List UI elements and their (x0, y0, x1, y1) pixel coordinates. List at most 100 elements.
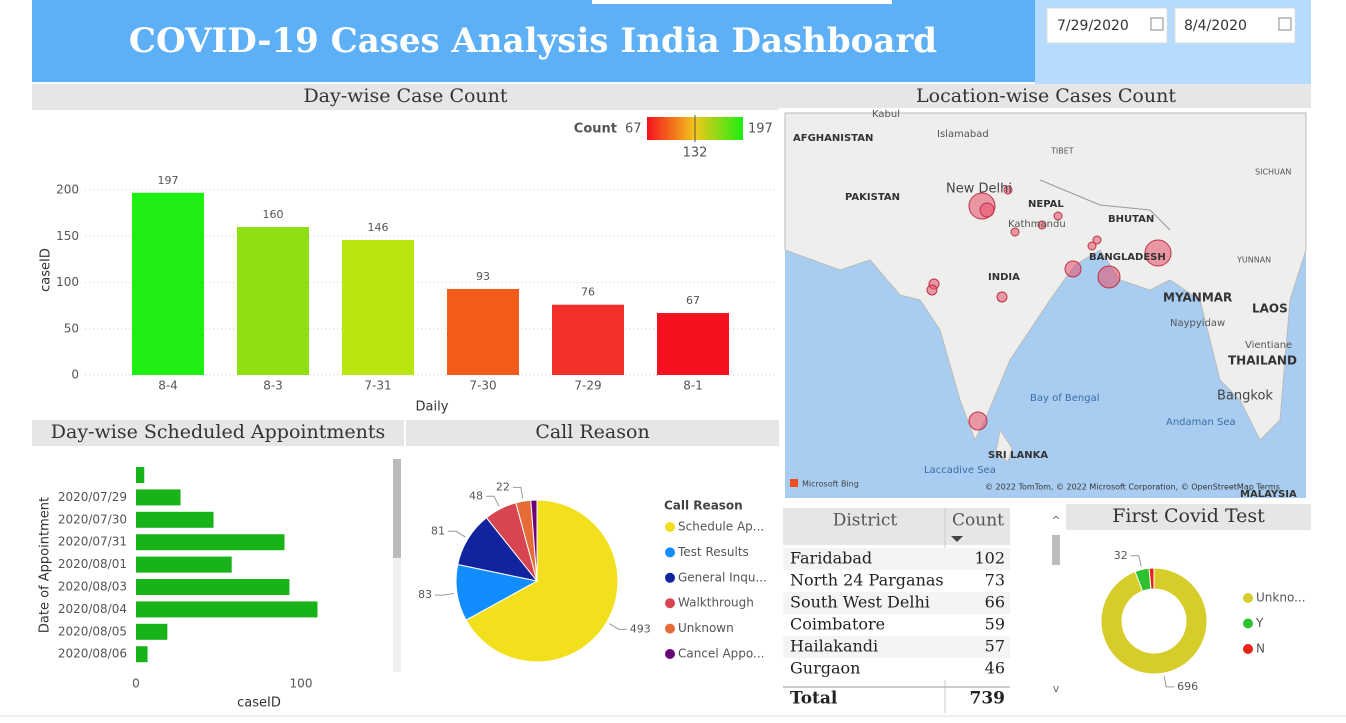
y-axis-label: Date of Appointment (38, 497, 53, 633)
map-bubble (979, 202, 995, 218)
chart-title: Call Reason (535, 421, 649, 443)
legend-label[interactable]: Walkthrough (678, 596, 754, 610)
legend-marker (1243, 644, 1253, 654)
legend-title: Count (574, 122, 617, 137)
x-tick-label: 100 (290, 677, 313, 691)
chart-title: Day-wise Case Count (303, 85, 507, 107)
legend-marker (665, 649, 675, 659)
map-credits[interactable]: © 2022 TomTom, © 2022 Microsoft Corporat… (985, 483, 1280, 492)
scrollbar[interactable] (1052, 535, 1060, 565)
legend-marker (665, 572, 675, 583)
scroll-up[interactable]: ^ (1051, 514, 1060, 527)
data-label: 67 (686, 294, 700, 307)
column-header: District (833, 511, 898, 531)
y-tick-label: 200 (56, 183, 79, 197)
scrollbar[interactable] (393, 459, 401, 558)
x-axis-label: Daily (416, 400, 449, 415)
map-label: Vientiane (1245, 340, 1292, 351)
legend-label[interactable]: N (1256, 642, 1265, 656)
calendar-icon[interactable] (1278, 17, 1292, 31)
bar (136, 511, 214, 528)
data-label: 696 (1177, 680, 1198, 693)
x-axis-label: caseID (237, 696, 281, 711)
table-cell: Gurgaon (790, 659, 860, 678)
y-tick-label: 2020/07/31 (58, 535, 127, 549)
y-tick-label: 2020/07/30 (58, 512, 127, 526)
map-label: INDIA (988, 272, 1020, 283)
data-label: 83 (418, 588, 432, 601)
bar (447, 288, 519, 375)
leader-line (1130, 555, 1142, 567)
table-row (783, 614, 1010, 636)
map-border (1039, 179, 1171, 231)
leader-line (435, 593, 455, 596)
map-bubbles (926, 185, 1172, 431)
map-label: MALAYSIA (1240, 489, 1297, 500)
legend-label[interactable]: Unkno... (1256, 591, 1306, 605)
map-label: Bangkok (1217, 389, 1273, 404)
leader-line (1163, 675, 1175, 688)
bar (342, 239, 414, 375)
data-label: 48 (469, 489, 483, 502)
table-row (783, 636, 1010, 658)
legend-label[interactable]: Unknown (678, 621, 734, 635)
map-label: Kabul (872, 109, 900, 120)
table-cell: Faridabad (790, 549, 872, 568)
map-bubble (1097, 265, 1121, 289)
calendar-icon[interactable] (1150, 17, 1164, 31)
data-label: 32 (1114, 549, 1128, 562)
x-tick-label: 7-31 (364, 379, 391, 393)
date-from[interactable] (1046, 7, 1168, 44)
table-cell: 46 (985, 659, 1005, 678)
y-tick-label: 2020/07/29 (58, 490, 127, 504)
map[interactable]: Kabul AFGHANISTAN Islamabad PAKISTAN New… (784, 109, 1307, 500)
legend-label[interactable]: Y (1255, 616, 1264, 630)
legend-label[interactable]: Cancel Appo... (678, 647, 764, 661)
map-bubble (1144, 239, 1172, 267)
legend-min: 67 (625, 122, 642, 137)
scroll-down[interactable]: v (1053, 682, 1060, 695)
legend-marker (1243, 618, 1253, 629)
leader-line (448, 530, 466, 538)
header-notch (592, 0, 892, 4)
map-bubble (1003, 185, 1013, 195)
map-label: BHUTAN (1108, 214, 1154, 225)
map-label: SRI LANKA (988, 450, 1048, 461)
map-label: Andaman Sea (1166, 417, 1236, 428)
legend-marker (1243, 593, 1253, 603)
table-total-label: Total (790, 689, 838, 709)
map-label: YUNNAN (1236, 256, 1271, 265)
table-row (783, 570, 1010, 592)
date-to[interactable] (1174, 7, 1296, 44)
table-total-value: 739 (970, 689, 1006, 709)
leader-line (609, 623, 627, 630)
section-bar (32, 84, 779, 110)
data-label: 493 (630, 622, 651, 635)
legend-label[interactable]: Schedule Ap... (678, 520, 764, 534)
data-label: 197 (158, 174, 179, 187)
legend-marker (665, 598, 675, 609)
map-label: New Delhi (946, 182, 1012, 197)
y-tick-label: 2020/08/04 (58, 602, 127, 616)
donut-segment (1100, 567, 1208, 675)
map-bubble (968, 411, 988, 431)
legend-marker (665, 547, 675, 558)
x-tick-label: 0 (132, 677, 140, 691)
map-bubble (1064, 260, 1082, 278)
y-tick-label: 2020/08/06 (58, 647, 127, 661)
legend-label[interactable]: General Inqu... (678, 570, 767, 584)
y-tick-label: 2020/08/01 (58, 557, 127, 571)
data-label: 76 (581, 286, 595, 299)
bing-logo (790, 479, 798, 487)
y-tick-label: 50 (64, 321, 79, 335)
legend-label[interactable]: Test Results (677, 545, 749, 559)
header-bar (32, 0, 1035, 82)
map-label: Naypyidaw (1170, 318, 1225, 329)
sort-arrow[interactable] (951, 536, 963, 542)
data-label: 146 (368, 221, 389, 234)
map-bubble (996, 291, 1008, 303)
bar (136, 646, 148, 663)
table-row (783, 548, 1010, 570)
leader-line (512, 486, 524, 499)
bar (136, 623, 168, 640)
